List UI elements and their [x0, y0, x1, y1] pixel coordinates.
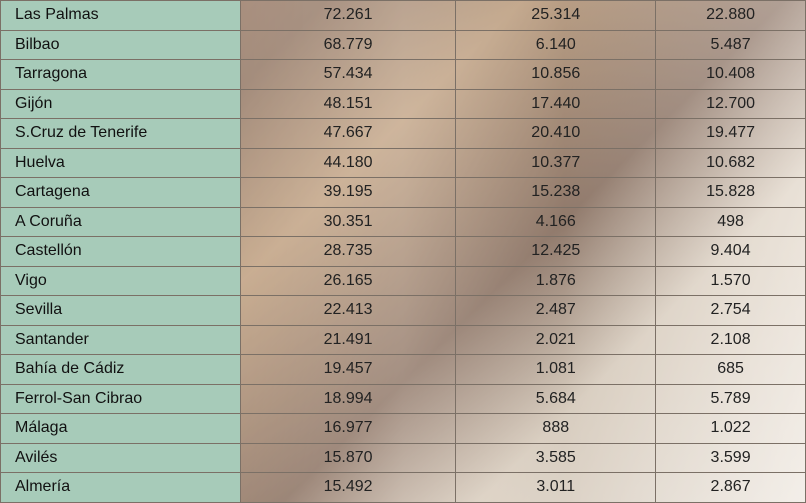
value-cell: 47.667	[240, 119, 456, 149]
table-row: Bilbao68.7796.1405.487	[1, 30, 806, 60]
port-name-cell: S.Cruz de Tenerife	[1, 119, 241, 149]
value-cell: 39.195	[240, 178, 456, 208]
port-name-cell: Las Palmas	[1, 1, 241, 31]
value-cell: 5.684	[456, 384, 656, 414]
port-name-cell: Cartagena	[1, 178, 241, 208]
table-row: Vigo26.1651.8761.570	[1, 266, 806, 296]
table-row: Avilés15.8703.5853.599	[1, 443, 806, 473]
table-row: S.Cruz de Tenerife47.66720.41019.477	[1, 119, 806, 149]
table-row: Las Palmas72.26125.31422.880	[1, 1, 806, 31]
value-cell: 30.351	[240, 207, 456, 237]
value-cell: 15.828	[656, 178, 806, 208]
value-cell: 2.754	[656, 296, 806, 326]
value-cell: 4.166	[456, 207, 656, 237]
ports-table: Las Palmas72.26125.31422.880Bilbao68.779…	[0, 0, 806, 503]
port-name-cell: Málaga	[1, 414, 241, 444]
table-row: Cartagena39.19515.23815.828	[1, 178, 806, 208]
table-row: Sevilla22.4132.4872.754	[1, 296, 806, 326]
value-cell: 1.081	[456, 355, 656, 385]
value-cell: 12.700	[656, 89, 806, 119]
table-row: Bahía de Cádiz19.4571.081685	[1, 355, 806, 385]
port-name-cell: Bilbao	[1, 30, 241, 60]
port-name-cell: Tarragona	[1, 60, 241, 90]
table-row: Málaga16.9778881.022	[1, 414, 806, 444]
value-cell: 15.238	[456, 178, 656, 208]
table-row: Almería15.4923.0112.867	[1, 473, 806, 503]
value-cell: 888	[456, 414, 656, 444]
value-cell: 21.491	[240, 325, 456, 355]
port-name-cell: Ferrol-San Cibrao	[1, 384, 241, 414]
value-cell: 3.599	[656, 443, 806, 473]
port-name-cell: Santander	[1, 325, 241, 355]
value-cell: 6.140	[456, 30, 656, 60]
value-cell: 2.021	[456, 325, 656, 355]
table-row: A Coruña30.3514.166498	[1, 207, 806, 237]
value-cell: 3.011	[456, 473, 656, 503]
port-name-cell: Sevilla	[1, 296, 241, 326]
table-row: Huelva44.18010.37710.682	[1, 148, 806, 178]
table-row: Ferrol-San Cibrao18.9945.6845.789	[1, 384, 806, 414]
value-cell: 28.735	[240, 237, 456, 267]
value-cell: 2.487	[456, 296, 656, 326]
port-name-cell: Gijón	[1, 89, 241, 119]
value-cell: 25.314	[456, 1, 656, 31]
table-row: Santander21.4912.0212.108	[1, 325, 806, 355]
port-name-cell: Almería	[1, 473, 241, 503]
table-row: Tarragona57.43410.85610.408	[1, 60, 806, 90]
value-cell: 22.413	[240, 296, 456, 326]
port-name-cell: Bahía de Cádiz	[1, 355, 241, 385]
value-cell: 22.880	[656, 1, 806, 31]
port-name-cell: Castellón	[1, 237, 241, 267]
value-cell: 72.261	[240, 1, 456, 31]
value-cell: 9.404	[656, 237, 806, 267]
value-cell: 1.022	[656, 414, 806, 444]
value-cell: 44.180	[240, 148, 456, 178]
value-cell: 498	[656, 207, 806, 237]
value-cell: 26.165	[240, 266, 456, 296]
port-name-cell: Huelva	[1, 148, 241, 178]
value-cell: 12.425	[456, 237, 656, 267]
value-cell: 3.585	[456, 443, 656, 473]
value-cell: 10.856	[456, 60, 656, 90]
table-row: Gijón48.15117.44012.700	[1, 89, 806, 119]
value-cell: 20.410	[456, 119, 656, 149]
value-cell: 48.151	[240, 89, 456, 119]
table-row: Castellón28.73512.4259.404	[1, 237, 806, 267]
value-cell: 685	[656, 355, 806, 385]
value-cell: 15.870	[240, 443, 456, 473]
value-cell: 5.789	[656, 384, 806, 414]
value-cell: 10.408	[656, 60, 806, 90]
value-cell: 19.457	[240, 355, 456, 385]
value-cell: 5.487	[656, 30, 806, 60]
port-name-cell: Avilés	[1, 443, 241, 473]
value-cell: 2.108	[656, 325, 806, 355]
value-cell: 16.977	[240, 414, 456, 444]
value-cell: 68.779	[240, 30, 456, 60]
value-cell: 15.492	[240, 473, 456, 503]
port-name-cell: Vigo	[1, 266, 241, 296]
value-cell: 2.867	[656, 473, 806, 503]
value-cell: 19.477	[656, 119, 806, 149]
port-name-cell: A Coruña	[1, 207, 241, 237]
value-cell: 1.876	[456, 266, 656, 296]
value-cell: 17.440	[456, 89, 656, 119]
value-cell: 10.682	[656, 148, 806, 178]
value-cell: 10.377	[456, 148, 656, 178]
value-cell: 57.434	[240, 60, 456, 90]
value-cell: 18.994	[240, 384, 456, 414]
value-cell: 1.570	[656, 266, 806, 296]
